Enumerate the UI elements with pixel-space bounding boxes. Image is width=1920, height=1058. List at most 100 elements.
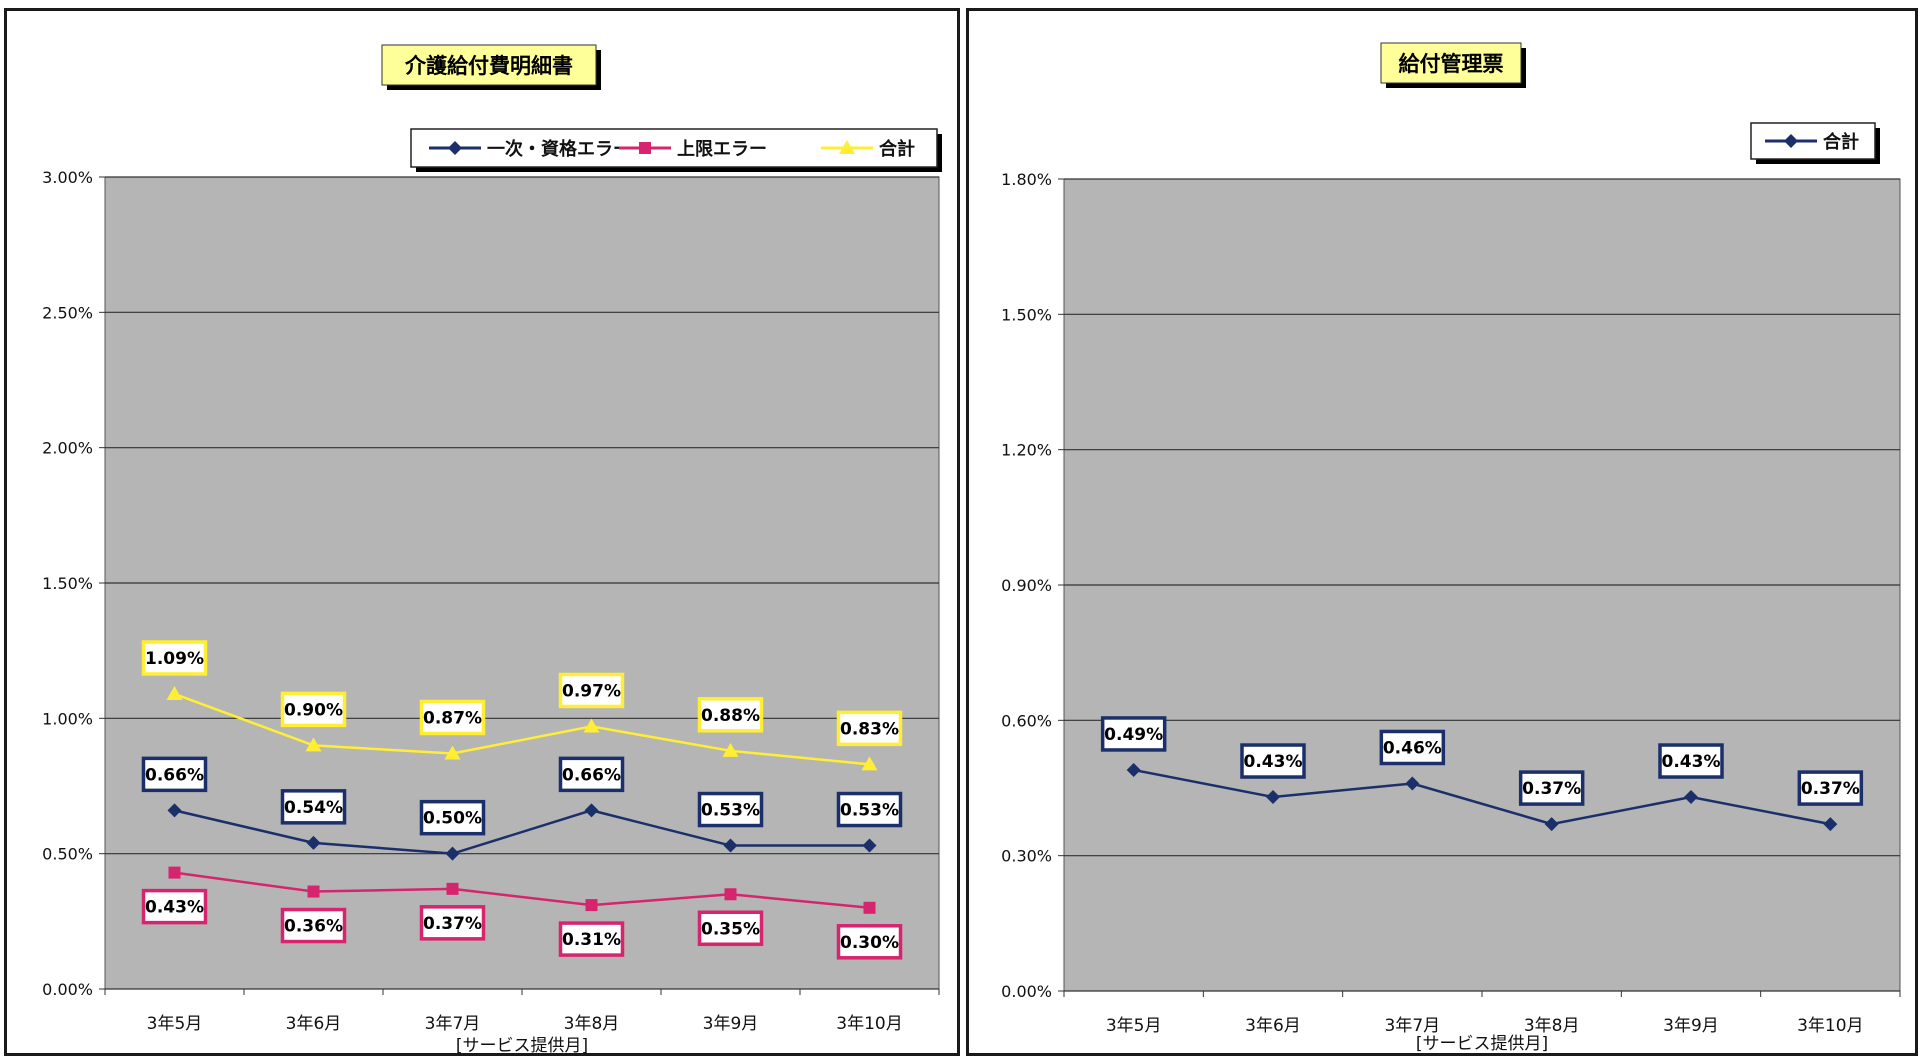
- data-label-box: [558, 756, 625, 793]
- data-point: [724, 888, 737, 901]
- x-tick-label: 3年8月: [1524, 1016, 1580, 1036]
- data-label-box: [280, 907, 347, 944]
- legend-marker: [1784, 134, 1798, 148]
- series-line: [174, 809, 870, 855]
- data-label: 0.49%: [1104, 725, 1163, 745]
- data-label-box: [836, 710, 903, 747]
- data-label: 0.43%: [145, 898, 204, 918]
- data-label-box: [1658, 743, 1724, 779]
- y-tick-label: 2.50%: [42, 303, 93, 322]
- data-point: [583, 718, 600, 733]
- y-tick-label: 1.50%: [1001, 305, 1052, 324]
- data-point: [861, 756, 878, 771]
- data-label-box: [1379, 729, 1446, 766]
- legend-label: 合計: [879, 138, 915, 160]
- chart-panel-claims: 0.00% 0.50% 1.00% 1.50% 2.00% 2.50% 3.00% 3年5月 3…: [4, 8, 960, 1056]
- data-label: 0.54%: [284, 798, 343, 818]
- x-tick-label: 3年7月: [425, 1014, 481, 1034]
- y-tick-label: 0.00%: [1001, 982, 1052, 1001]
- series-line: [1133, 768, 1831, 826]
- data-point: [862, 838, 877, 853]
- x-tick-label: 3年9月: [1663, 1016, 1719, 1036]
- data-label: 0.53%: [701, 801, 760, 821]
- legend-marker: [839, 140, 855, 154]
- data-point: [1684, 790, 1698, 805]
- line-chart-benefit-management: 0.00% 0.30% 0.60% 0.90% 1.20% 1.50% 1.80% 3年5月 3…: [1001, 42, 1901, 1053]
- legend-label: 合計: [1823, 131, 1859, 153]
- y-tick-label: 0.60%: [1001, 711, 1052, 730]
- data-label: 0.37%: [1522, 779, 1581, 799]
- data-label-box: [836, 924, 903, 960]
- y-tick-label: 0.30%: [1001, 847, 1052, 866]
- data-label-box: [697, 791, 764, 828]
- data-point: [168, 866, 181, 879]
- data-point: [305, 737, 322, 752]
- data-point: [167, 803, 182, 818]
- data-point: [585, 899, 598, 912]
- legend-marker: [639, 142, 651, 154]
- data-label: 0.35%: [701, 919, 760, 939]
- data-label-box: [419, 699, 486, 736]
- data-label-box: [558, 921, 625, 957]
- legend-label: 一次・資格エラー: [487, 138, 631, 160]
- data-point: [307, 885, 320, 898]
- y-tick-label: 1.50%: [42, 574, 93, 593]
- data-label: 0.90%: [284, 700, 343, 720]
- data-point: [584, 803, 599, 818]
- data-label: 1.09%: [145, 649, 204, 669]
- data-label: 0.30%: [840, 933, 899, 953]
- y-tick-label: 1.20%: [1001, 441, 1052, 460]
- chart-title: 給付管理票: [1399, 52, 1504, 76]
- data-label: 0.43%: [1244, 752, 1303, 772]
- series-line: [174, 871, 870, 910]
- x-tick-label: 3年5月: [147, 1014, 203, 1034]
- data-point: [1544, 817, 1559, 832]
- y-tick-label: 2.00%: [42, 439, 93, 458]
- title-box: [381, 44, 597, 86]
- data-point: [444, 745, 461, 760]
- y-tick-label: 0.00%: [42, 980, 93, 999]
- data-label-box: [836, 791, 903, 828]
- data-label: 0.66%: [145, 765, 204, 785]
- series-line: [174, 692, 870, 766]
- data-label: 0.53%: [840, 801, 899, 821]
- chart-panel-benefit-management: 0.00% 0.30% 0.60% 0.90% 1.20% 1.50% 1.80% 3年5月 3…: [966, 8, 1918, 1056]
- data-label: 0.87%: [423, 709, 482, 729]
- data-point: [1266, 790, 1280, 805]
- data-label-box: [1240, 743, 1306, 779]
- title-box: [1380, 42, 1522, 84]
- x-tick-label: 3年8月: [564, 1014, 620, 1034]
- data-label: 0.36%: [284, 917, 343, 937]
- x-tick-label: 3年10月: [836, 1014, 902, 1034]
- data-label: 0.43%: [1662, 752, 1721, 772]
- data-label: 0.50%: [423, 809, 482, 829]
- data-label: 0.31%: [562, 930, 621, 950]
- data-point: [306, 835, 321, 850]
- x-tick-label: 3年10月: [1797, 1016, 1863, 1036]
- data-label-box: [419, 905, 486, 941]
- legend-label: 上限エラー: [677, 139, 767, 160]
- data-label: 0.66%: [562, 765, 621, 785]
- x-tick-label: 3年7月: [1385, 1016, 1441, 1036]
- data-label: 0.37%: [423, 914, 482, 934]
- data-label: 0.37%: [1801, 779, 1860, 799]
- x-tick-label: 3年5月: [1106, 1016, 1162, 1036]
- data-label-box: [141, 888, 208, 925]
- x-tick-label: 3年9月: [703, 1014, 759, 1034]
- y-tick-label: 1.80%: [1001, 170, 1052, 189]
- data-label-box: [1518, 770, 1585, 806]
- data-label-box: [697, 697, 764, 733]
- data-point: [863, 901, 876, 914]
- data-label-box: [141, 756, 208, 793]
- data-label-box: [1797, 770, 1864, 806]
- x-tick-label: 3年6月: [1245, 1016, 1301, 1036]
- data-point: [446, 882, 459, 895]
- y-tick-label: 0.90%: [1001, 576, 1052, 595]
- data-label-box: [558, 672, 625, 709]
- y-tick-label: 3.00%: [42, 168, 93, 187]
- data-point: [1405, 776, 1420, 791]
- data-label-box: [280, 691, 347, 728]
- data-label-box: [419, 799, 486, 836]
- x-tick-label: 3年6月: [286, 1014, 342, 1034]
- legend-marker: [448, 141, 462, 155]
